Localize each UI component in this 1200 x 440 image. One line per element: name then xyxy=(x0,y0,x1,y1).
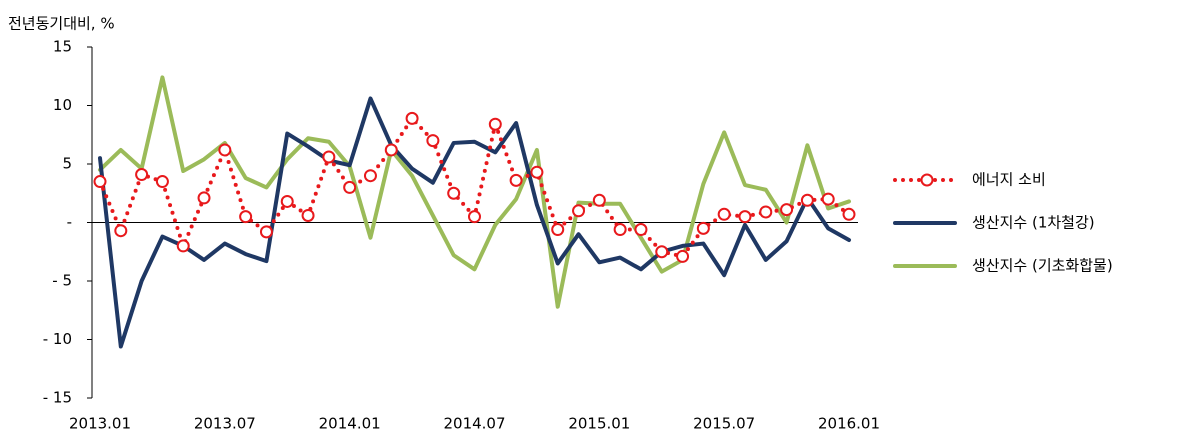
y-tick-label: 15 xyxy=(53,38,72,56)
marker xyxy=(717,207,731,221)
marker xyxy=(800,193,814,207)
marker xyxy=(155,175,169,189)
series-line xyxy=(98,75,851,309)
marker xyxy=(572,204,586,218)
x-tick-label: 2013.01 xyxy=(69,415,131,433)
marker xyxy=(322,150,336,164)
marker xyxy=(343,180,357,194)
y-tick-label: - 15 xyxy=(43,389,72,407)
marker xyxy=(114,224,128,238)
marker xyxy=(738,210,752,224)
marker xyxy=(384,143,398,157)
marker xyxy=(301,208,315,222)
marker xyxy=(842,207,856,221)
marker xyxy=(634,223,648,237)
marker xyxy=(363,169,377,183)
x-tick-label: 2014.01 xyxy=(319,415,381,433)
y-tick-label: - xyxy=(67,213,72,231)
y-axis-label: 전년동기대비, % xyxy=(8,15,115,33)
marker xyxy=(821,192,835,206)
marker xyxy=(551,223,565,237)
marker xyxy=(592,193,606,207)
marker xyxy=(509,173,523,187)
marker xyxy=(759,205,773,219)
marker xyxy=(655,245,669,259)
legend-label: 에너지 소비 xyxy=(972,171,1046,189)
marker xyxy=(239,210,253,224)
y-tick-label: 5 xyxy=(62,155,72,173)
marker xyxy=(447,186,461,200)
marker xyxy=(176,239,190,253)
marker xyxy=(218,143,232,157)
marker xyxy=(696,221,710,235)
marker xyxy=(135,168,149,182)
x-tick-label: 2014.07 xyxy=(443,415,505,433)
marker xyxy=(676,249,690,263)
y-tick-label: 10 xyxy=(53,96,72,114)
legend-label: 생산지수 (1차철강) xyxy=(972,214,1095,232)
marker xyxy=(488,117,502,131)
marker xyxy=(780,203,794,217)
x-tick-label: 2015.07 xyxy=(693,415,755,433)
legend-label: 생산지수 (기초화합물) xyxy=(972,257,1113,275)
marker xyxy=(405,111,419,125)
marker xyxy=(280,194,294,208)
x-tick-label: 2015.01 xyxy=(568,415,630,433)
series-line xyxy=(98,96,851,349)
marker xyxy=(259,225,273,239)
marker xyxy=(468,210,481,224)
marker xyxy=(530,165,544,179)
y-tick-label: - 10 xyxy=(43,330,72,348)
marker xyxy=(93,175,107,189)
series-line xyxy=(98,116,851,259)
x-tick-label: 2013.07 xyxy=(194,415,256,433)
y-tick-label: - 5 xyxy=(52,272,72,290)
marker xyxy=(613,223,627,237)
legend-marker xyxy=(920,173,934,187)
marker xyxy=(197,191,211,205)
x-tick-label: 2016.01 xyxy=(818,415,880,433)
marker xyxy=(426,134,440,148)
